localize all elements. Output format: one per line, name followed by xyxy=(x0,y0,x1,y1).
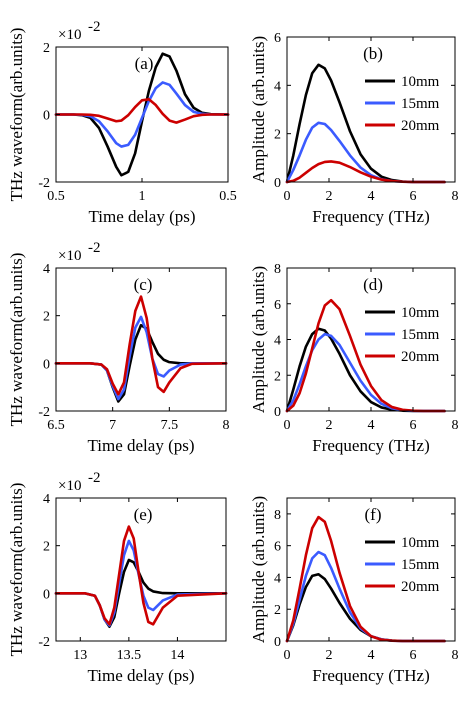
x-tick-label: 2 xyxy=(326,189,333,204)
legend-label: 20mm xyxy=(401,118,440,134)
x-tick-label: 8 xyxy=(452,648,459,663)
axes-frame xyxy=(55,497,227,642)
x-tick-label: 2 xyxy=(326,648,333,663)
panel-f: 0 2 4 6 8 0 2 4 6 8 Frequency (THz) Amplitude (arb.… xyxy=(249,496,459,685)
y-exponent-power: -2 xyxy=(88,470,101,486)
y-tick-label: 4 xyxy=(274,79,281,94)
x-tick-label: 4 xyxy=(368,189,375,204)
y-tick-label: 2 xyxy=(274,128,281,143)
x-tick-label: 4 xyxy=(368,648,375,663)
x-axis-label: Frequency (THz) xyxy=(312,436,430,455)
x-tick-label: 7.5 xyxy=(161,418,179,433)
x-axis-label: Frequency (THz) xyxy=(312,207,430,226)
x-tick-label: 6 xyxy=(410,418,417,433)
y-axis-label: Amplitude (arb.units) xyxy=(249,266,268,413)
x-tick-label: 4 xyxy=(368,418,375,433)
x-tick-label: 13.5 xyxy=(117,648,142,663)
y-tick-label: 4 xyxy=(274,334,281,349)
panel-letter: (e) xyxy=(134,505,153,524)
panel-letter: (b) xyxy=(363,44,383,63)
legend-label: 20mm xyxy=(401,579,440,595)
legend-label: 20mm xyxy=(401,349,440,365)
panel-letter: (d) xyxy=(363,275,383,294)
y-tick-label: 4 xyxy=(43,492,50,507)
x-tick-label: 13 xyxy=(73,648,87,663)
x-tick-label: 0.5 xyxy=(47,189,65,204)
x-tick-label: 7 xyxy=(109,418,116,433)
y-tick-label: 2 xyxy=(43,310,50,325)
y-tick-label: 8 xyxy=(274,508,281,523)
series-line-20mm xyxy=(54,295,228,396)
x-axis-label: Time delay (ps) xyxy=(87,666,194,685)
x-tick-label: 6 xyxy=(410,189,417,204)
panel-b: 0 2 4 6 8 0 2 4 6 Frequency (THz) Amplitude (arb.u… xyxy=(249,31,459,226)
axes-frame xyxy=(55,267,227,412)
y-tick-label: 4 xyxy=(43,262,50,277)
x-axis-label: Time delay (ps) xyxy=(87,436,194,455)
legend-label: 10mm xyxy=(401,305,440,321)
x-tick-label: 8 xyxy=(452,189,459,204)
y-tick-label: 0 xyxy=(274,405,281,420)
x-tick-label: 0 xyxy=(284,189,291,204)
panel-e: 13 13.5 14 -2 0 2 4 Time delay (ps) THz waveform… xyxy=(7,470,228,685)
y-tick-label: 6 xyxy=(274,540,281,555)
series-line-15mm xyxy=(54,315,228,401)
series-line-20mm xyxy=(54,525,228,626)
x-axis-label: Frequency (THz) xyxy=(312,666,430,685)
legend-label: 10mm xyxy=(401,74,440,90)
x-tick-label: 1 xyxy=(139,189,146,204)
panel-letter: (c) xyxy=(134,275,153,294)
series-line-20mm xyxy=(54,98,230,124)
panel-d: 0 2 4 6 8 0 2 4 6 8 Frequency (THz) Amplitude (arb.… xyxy=(249,262,459,455)
y-axis-label: THz waveform(arb.units) xyxy=(7,28,26,202)
y-exponent: ×10 xyxy=(58,27,81,43)
y-tick-label: 6 xyxy=(274,298,281,313)
y-tick-label: 4 xyxy=(274,571,281,586)
x-tick-label: 14 xyxy=(170,648,184,663)
y-tick-label: 2 xyxy=(43,41,50,56)
legend-label: 15mm xyxy=(401,96,440,112)
panel-letter: (f) xyxy=(365,505,382,524)
x-tick-label: 8 xyxy=(223,418,230,433)
y-axis-label: THz waveform(arb.units) xyxy=(7,483,26,657)
y-tick-label: -2 xyxy=(38,176,50,191)
y-tick-label: 0 xyxy=(274,176,281,191)
y-tick-label: 0 xyxy=(274,635,281,650)
legend-label: 15mm xyxy=(401,557,440,573)
y-axis-label: THz waveform(arb.units) xyxy=(7,253,26,427)
y-exponent: ×10 xyxy=(58,248,81,264)
y-tick-label: 2 xyxy=(274,369,281,384)
y-tick-label: -2 xyxy=(38,405,50,420)
x-tick-label: 8 xyxy=(452,418,459,433)
legend-label: 15mm xyxy=(401,327,440,343)
series-line-15mm xyxy=(54,81,230,148)
panel-c: 6.5 7 7.5 8 -2 0 2 4 Time delay (ps) THz waveform… xyxy=(7,240,230,455)
y-tick-label: 6 xyxy=(274,31,281,46)
x-tick-label: 6 xyxy=(410,648,417,663)
y-tick-label: 0 xyxy=(43,109,50,124)
x-axis-label: Time delay (ps) xyxy=(88,207,195,226)
x-tick-label: 2 xyxy=(326,418,333,433)
y-tick-label: -2 xyxy=(38,635,50,650)
legend-label: 10mm xyxy=(401,535,440,551)
y-tick-label: 2 xyxy=(43,540,50,555)
x-tick-label: 0 xyxy=(284,648,291,663)
panel-letter: (a) xyxy=(135,54,154,73)
y-tick-label: 2 xyxy=(274,603,281,618)
y-tick-label: 0 xyxy=(43,357,50,372)
x-tick-label: 0 xyxy=(284,418,291,433)
y-tick-label: 0 xyxy=(43,587,50,602)
x-tick-label: 0.5 xyxy=(219,189,237,204)
x-tick-label: 6.5 xyxy=(47,418,65,433)
y-axis-label: Amplitude (arb.units) xyxy=(249,496,268,643)
y-exponent-power: -2 xyxy=(88,19,101,35)
y-exponent-power: -2 xyxy=(88,240,101,256)
y-tick-label: 8 xyxy=(274,262,281,277)
y-exponent: ×10 xyxy=(58,478,81,494)
y-axis-label: Amplitude (arb.units) xyxy=(249,36,268,183)
